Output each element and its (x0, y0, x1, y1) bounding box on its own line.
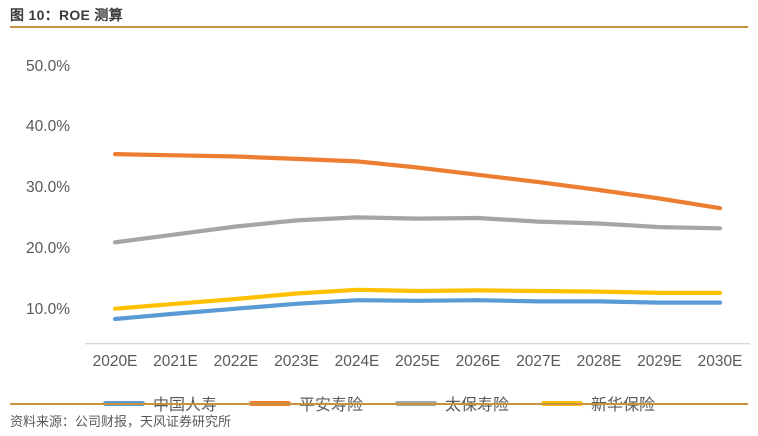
roe-line-chart: 50.0% 40.0% 30.0% 20.0% 10.0% 2020E 2021E 2022… (0, 34, 758, 414)
y-axis-tick-label: 20.0% (26, 240, 70, 258)
x-axis-tick-label: 2025E (395, 353, 440, 370)
series-line-0 (112, 298, 723, 322)
y-axis-tick-label: 40.0% (26, 118, 70, 136)
x-axis-tick-label: 2023E (274, 353, 319, 370)
header-divider (10, 26, 748, 28)
x-axis-tick-label: 2027E (516, 353, 561, 370)
footer-divider (10, 403, 748, 405)
x-axis-tick-label: 2030E (697, 353, 743, 370)
source-note: 资料来源：公司财报，天风证券研究所 (10, 414, 232, 429)
x-axis-tick-label: 2020E (92, 353, 138, 370)
x-axis-tick-label: 2028E (576, 353, 622, 370)
legend-label: 太保寿险 (445, 397, 510, 414)
y-axis-tick-label: 30.0% (26, 179, 70, 197)
x-axis-tick-label: 2029E (637, 353, 682, 370)
figure-title: 图 10：ROE 测算 (10, 7, 123, 23)
x-axis-tick-label: 2026E (455, 353, 501, 370)
chart-legend: 中国人寿 平安寿险 太保寿险 新华保险 (0, 393, 758, 414)
plot-area (85, 151, 750, 345)
legend-label: 平安寿险 (298, 397, 363, 414)
legend-label: 中国人寿 (152, 397, 217, 414)
legend-label: 新华保险 (591, 397, 656, 414)
series-line-1 (112, 151, 723, 211)
x-axis-tick-label: 2021E (153, 353, 198, 370)
x-axis-tick-label: 2022E (213, 353, 259, 370)
x-axis-tick-label: 2024E (334, 353, 380, 370)
y-axis-tick-label: 50.0% (26, 57, 70, 75)
series-line-2 (112, 215, 723, 245)
y-axis-tick-label: 10.0% (26, 301, 70, 318)
series-line-3 (112, 287, 723, 311)
